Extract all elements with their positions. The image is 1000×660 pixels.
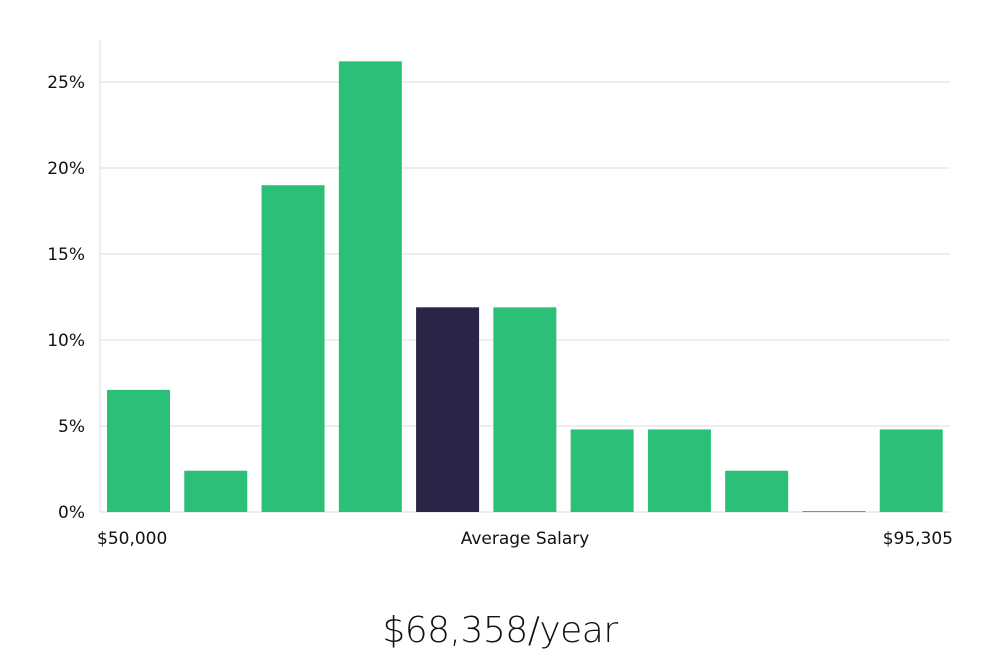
- bar: [261, 185, 325, 512]
- average-salary: $68,358/year: [382, 610, 618, 651]
- bar-highlight: [416, 307, 480, 512]
- y-tick-label: 15%: [47, 245, 85, 265]
- bar: [879, 429, 943, 512]
- y-tick-label: 10%: [47, 331, 85, 351]
- bar: [184, 470, 248, 512]
- bar: [107, 389, 170, 512]
- bar: [493, 307, 557, 512]
- x-max-label: $95,305: [882, 529, 953, 549]
- bar: [725, 470, 789, 512]
- y-tick-label: 20%: [47, 159, 85, 179]
- bar: [338, 61, 402, 513]
- bar: [802, 511, 866, 512]
- y-tick-label: 25%: [47, 73, 85, 93]
- x-axis-label: Average Salary: [460, 529, 590, 549]
- x-min-label: $50,000: [97, 529, 168, 549]
- bar: [647, 429, 711, 512]
- y-tick-label: 0%: [58, 503, 85, 523]
- bar: [570, 429, 634, 512]
- y-tick-label: 5%: [58, 417, 85, 437]
- salary-histogram: 0% 5% 10% 15% 20% 25%: [47, 40, 950, 523]
